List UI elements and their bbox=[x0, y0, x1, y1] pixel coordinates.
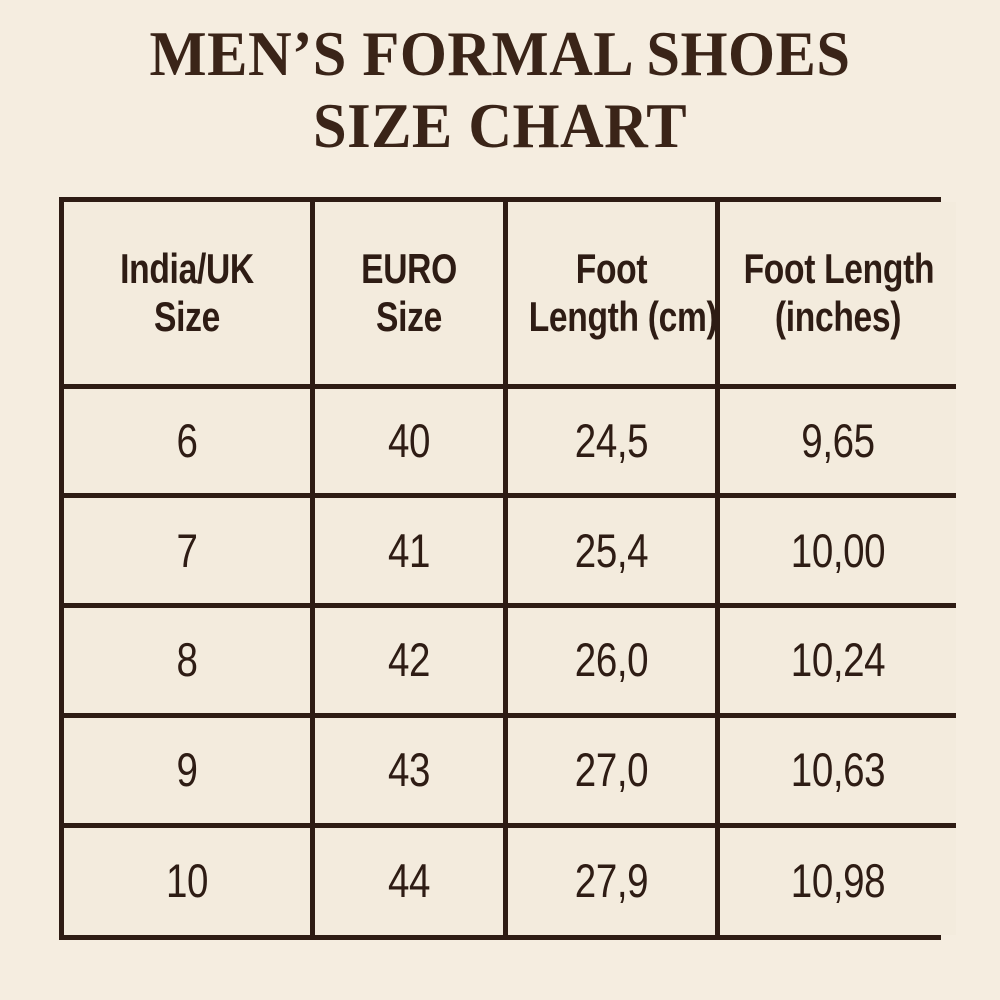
column-header-foot-length-cm-line-1: Foot bbox=[575, 244, 648, 292]
table-row: 8 42 26,0 10,24 bbox=[64, 605, 956, 718]
cell-foot-length-inches: 10,00 bbox=[717, 495, 956, 609]
cell-value: 44 bbox=[387, 854, 431, 908]
table-body: 6 40 24,5 9,65 7 41 25,4 10,00 8 42 26,0… bbox=[64, 386, 956, 935]
cell-value: 40 bbox=[387, 413, 431, 467]
table-row: 10 44 27,9 10,98 bbox=[64, 825, 956, 935]
cell-foot-length-cm: 26,0 bbox=[505, 605, 720, 718]
cell-foot-length-inches: 10,63 bbox=[717, 715, 956, 828]
column-header-euro-size-line-2: Size bbox=[376, 292, 442, 340]
column-header-foot-length-inches-line-1: Foot Length bbox=[743, 244, 935, 292]
cell-value: 9 bbox=[176, 743, 198, 797]
cell-value: 26,0 bbox=[574, 633, 649, 687]
page-title: MEN’S FORMAL SHOES SIZE CHART bbox=[0, 18, 1000, 162]
column-header-foot-length-cm: Foot Length (cm) bbox=[505, 202, 720, 389]
cell-foot-length-inches: 10,98 bbox=[717, 825, 956, 935]
cell-value: 27,9 bbox=[574, 854, 649, 908]
cell-foot-length-cm: 25,4 bbox=[505, 495, 720, 609]
cell-foot-length-cm: 24,5 bbox=[505, 386, 720, 499]
cell-value: 10,98 bbox=[790, 854, 886, 908]
page-title-line-1: MEN’S FORMAL SHOES bbox=[149, 19, 851, 89]
cell-value: 10,63 bbox=[790, 743, 886, 797]
cell-value: 9,65 bbox=[801, 413, 875, 467]
cell-value: 6 bbox=[176, 413, 198, 467]
cell-value: 43 bbox=[387, 743, 431, 797]
table-header-row: India/UK Size EURO Size Foot Length (cm)… bbox=[64, 202, 956, 389]
cell-value: 42 bbox=[387, 633, 431, 687]
column-header-foot-length-cm-line-2: Length (cm) bbox=[528, 292, 718, 340]
cell-euro-size: 43 bbox=[312, 715, 508, 828]
cell-euro-size: 41 bbox=[312, 495, 508, 609]
cell-value: 27,0 bbox=[574, 743, 649, 797]
table-header: India/UK Size EURO Size Foot Length (cm)… bbox=[64, 202, 956, 389]
cell-value: 24,5 bbox=[574, 413, 649, 467]
page-title-line-2: SIZE CHART bbox=[312, 91, 688, 161]
table-row: 9 43 27,0 10,63 bbox=[64, 715, 956, 828]
cell-value: 41 bbox=[387, 523, 431, 577]
column-header-euro-size-line-1: EURO bbox=[361, 244, 457, 292]
cell-foot-length-cm: 27,0 bbox=[505, 715, 720, 828]
cell-foot-length-cm: 27,9 bbox=[505, 825, 720, 935]
cell-foot-length-inches: 9,65 bbox=[717, 386, 956, 499]
cell-euro-size: 42 bbox=[312, 605, 508, 718]
cell-india-uk-size: 6 bbox=[64, 386, 315, 499]
cell-value: 8 bbox=[176, 633, 198, 687]
column-header-foot-length-inches: Foot Length (inches) bbox=[717, 202, 956, 389]
cell-foot-length-inches: 10,24 bbox=[717, 605, 956, 718]
cell-euro-size: 40 bbox=[312, 386, 508, 499]
cell-value: 10,24 bbox=[790, 633, 886, 687]
cell-value: 25,4 bbox=[574, 523, 649, 577]
size-chart-table: India/UK Size EURO Size Foot Length (cm)… bbox=[64, 202, 956, 935]
cell-value: 10 bbox=[165, 854, 209, 908]
table-row: 7 41 25,4 10,00 bbox=[64, 495, 956, 609]
cell-india-uk-size: 7 bbox=[64, 495, 315, 609]
column-header-india-uk-size: India/UK Size bbox=[64, 202, 315, 389]
cell-india-uk-size: 8 bbox=[64, 605, 315, 718]
column-header-india-uk-size-line-1: India/UK bbox=[120, 244, 254, 292]
cell-euro-size: 44 bbox=[312, 825, 508, 935]
cell-value: 7 bbox=[176, 523, 198, 577]
cell-india-uk-size: 10 bbox=[64, 825, 315, 935]
cell-india-uk-size: 9 bbox=[64, 715, 315, 828]
column-header-india-uk-size-line-2: Size bbox=[154, 292, 220, 340]
table-row: 6 40 24,5 9,65 bbox=[64, 386, 956, 499]
column-header-foot-length-inches-line-2: (inches) bbox=[774, 292, 902, 340]
size-chart-table-container: India/UK Size EURO Size Foot Length (cm)… bbox=[59, 197, 956, 940]
cell-value: 10,00 bbox=[790, 523, 886, 577]
column-header-euro-size: EURO Size bbox=[312, 202, 508, 389]
